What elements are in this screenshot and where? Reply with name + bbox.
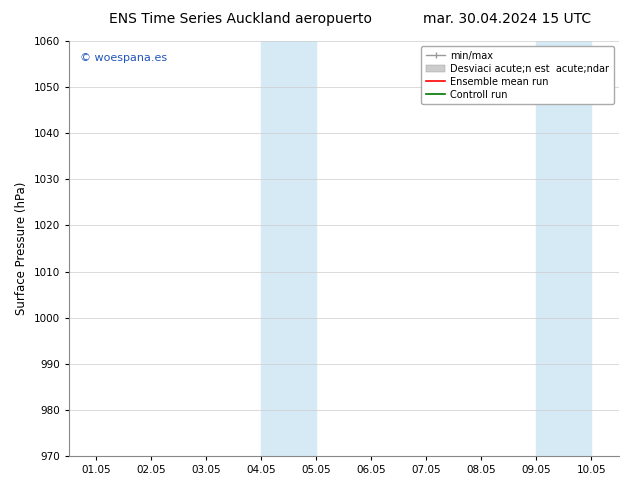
Y-axis label: Surface Pressure (hPa): Surface Pressure (hPa) — [15, 182, 28, 315]
Legend: min/max, Desviaci acute;n est  acute;ndar, Ensemble mean run, Controll run: min/max, Desviaci acute;n est acute;ndar… — [421, 46, 614, 104]
Text: ENS Time Series Auckland aeropuerto: ENS Time Series Auckland aeropuerto — [110, 12, 372, 26]
Text: © woespana.es: © woespana.es — [80, 53, 167, 64]
Bar — [536, 41, 592, 456]
Text: mar. 30.04.2024 15 UTC: mar. 30.04.2024 15 UTC — [423, 12, 592, 26]
Bar — [261, 41, 316, 456]
